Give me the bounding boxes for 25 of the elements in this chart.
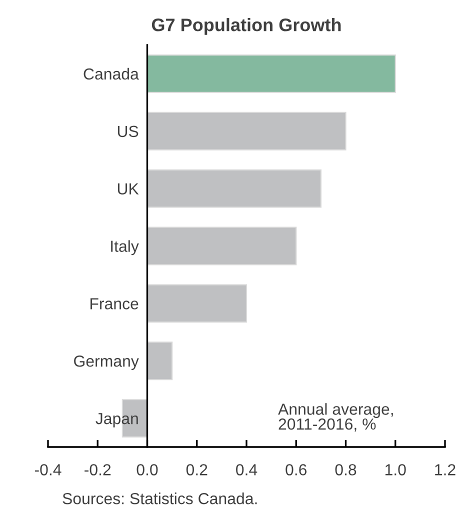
bar (146, 54, 396, 93)
y-tick-label: Italy (111, 240, 139, 256)
x-tick-label: 0.6 (286, 464, 307, 476)
y-tick-label: France (90, 298, 138, 310)
x-tick-label: 0.4 (236, 464, 258, 476)
source-note: Sources: Statistics Canada. (62, 492, 257, 504)
bar (146, 112, 346, 150)
bar (146, 342, 173, 380)
bar (146, 284, 248, 323)
x-tick-label: 0.0 (136, 464, 158, 476)
x-tick-label: 0.8 (335, 464, 356, 476)
x-tick-label: -0.2 (84, 464, 111, 476)
bar (146, 169, 322, 208)
chart-title: G7 Population Growth (152, 18, 341, 35)
bar (146, 226, 297, 266)
y-tick-label: Japan (96, 413, 138, 428)
y-tick-label: Canada (84, 68, 139, 80)
y-tick-label: UK (118, 183, 139, 195)
x-tick-label: 0.2 (186, 464, 208, 476)
x-tick-label: 1.2 (435, 464, 456, 476)
x-tick-label: -0.4 (34, 464, 62, 476)
annotation: Annual average, 2011-2016, % (278, 403, 393, 432)
x-tick-label: 1.0 (385, 464, 406, 476)
y-tick-label: Germany (74, 355, 139, 370)
y-tick-label: US (118, 126, 138, 138)
